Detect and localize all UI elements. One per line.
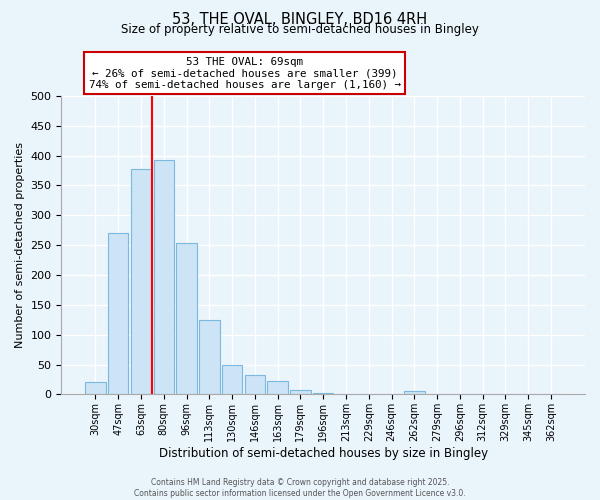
Text: 53 THE OVAL: 69sqm
← 26% of semi-detached houses are smaller (399)
74% of semi-d: 53 THE OVAL: 69sqm ← 26% of semi-detache… (89, 56, 401, 90)
Bar (245, 374, 265, 394)
Bar (199, 320, 220, 394)
Bar (313, 393, 334, 394)
Y-axis label: Number of semi-detached properties: Number of semi-detached properties (15, 142, 25, 348)
Bar (222, 364, 242, 394)
Bar (268, 382, 288, 394)
Bar (154, 160, 174, 394)
Bar (290, 390, 311, 394)
Bar (404, 392, 425, 394)
Bar (176, 244, 197, 394)
Bar (85, 382, 106, 394)
Bar (131, 170, 151, 394)
Text: Size of property relative to semi-detached houses in Bingley: Size of property relative to semi-detach… (121, 22, 479, 36)
Bar (108, 233, 128, 394)
Text: 53, THE OVAL, BINGLEY, BD16 4RH: 53, THE OVAL, BINGLEY, BD16 4RH (172, 12, 428, 28)
X-axis label: Distribution of semi-detached houses by size in Bingley: Distribution of semi-detached houses by … (158, 447, 488, 460)
Text: Contains HM Land Registry data © Crown copyright and database right 2025.
Contai: Contains HM Land Registry data © Crown c… (134, 478, 466, 498)
